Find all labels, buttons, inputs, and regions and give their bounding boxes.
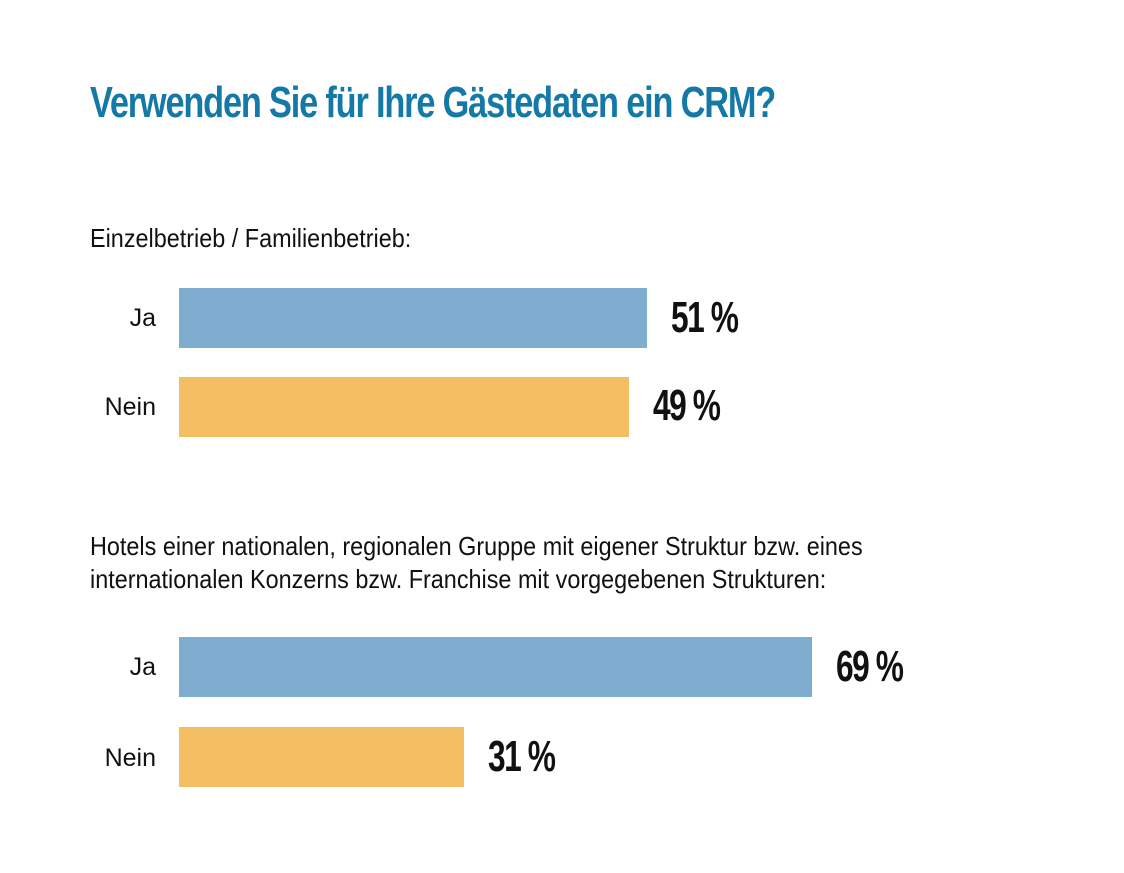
group-2-heading: Hotels einer nationalen, regionalen Grup…: [90, 530, 863, 596]
group-1-nein-bar: [179, 377, 629, 437]
group-2-ja-bar: [179, 637, 812, 697]
group-2-ja-label: Ja: [129, 653, 156, 681]
group-1-ja-bar: [179, 288, 647, 348]
group-2-nein-value: 31 %: [488, 732, 556, 781]
chart-title: Verwenden Sie für Ihre Gästedaten ein CR…: [90, 78, 776, 127]
group-1-nein-value: 49 %: [653, 381, 721, 430]
group-2-heading-line-2: internationalen Konzerns bzw. Franchise …: [90, 564, 827, 594]
group-1-nein-label: Nein: [104, 393, 156, 421]
group-2-nein-bar: [179, 727, 464, 787]
group-1-heading: Einzelbetrieb / Familienbetrieb:: [90, 223, 412, 253]
group-1-ja-label: Ja: [129, 304, 156, 332]
group-1-ja-value: 51 %: [671, 293, 739, 342]
group-2-ja-value: 69 %: [836, 642, 904, 691]
group-2-nein-label: Nein: [104, 744, 156, 772]
group-2-heading-line-1: Hotels einer nationalen, regionalen Grup…: [90, 531, 863, 561]
